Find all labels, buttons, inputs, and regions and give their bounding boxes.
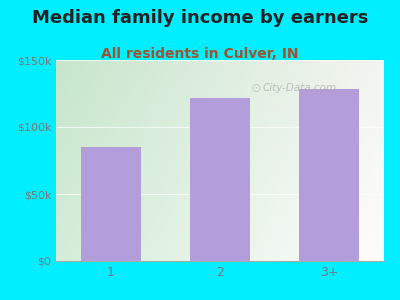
Bar: [299, 89, 360, 261]
Bar: [190, 98, 250, 261]
Text: ⊙: ⊙: [251, 82, 262, 94]
Text: Median family income by earners: Median family income by earners: [32, 9, 368, 27]
Text: City-Data.com: City-Data.com: [263, 83, 337, 93]
Text: All residents in Culver, IN: All residents in Culver, IN: [101, 46, 299, 61]
Bar: [81, 147, 141, 261]
